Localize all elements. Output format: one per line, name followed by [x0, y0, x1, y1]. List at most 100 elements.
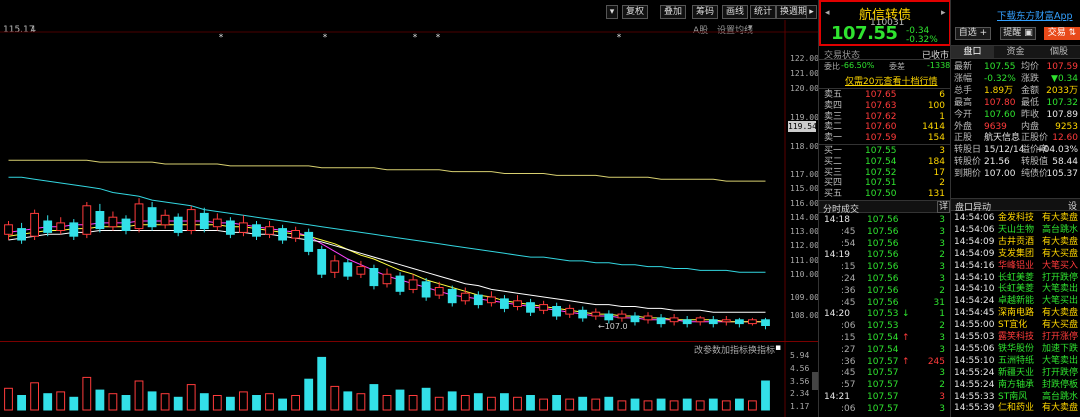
event-marker-icon: * — [323, 33, 328, 43]
move-row[interactable]: 14:54:06 天山生物 高台跳水 — [951, 225, 1080, 236]
add-indicator-button[interactable]: 加指标 — [721, 346, 749, 356]
status-label: 交易状态 — [824, 51, 861, 61]
bid-volume: 184 — [927, 156, 945, 167]
trade-price: 107.56 — [867, 226, 899, 237]
trade-volume: 3 — [939, 333, 945, 343]
move-event: 打开跌停 — [1041, 367, 1078, 378]
volume-axis-label: 2.34 — [790, 389, 810, 398]
candle-body — [199, 212, 209, 230]
trade-row: :36 107.57 ↑ 245 — [819, 357, 951, 368]
candle-body — [69, 222, 79, 237]
move-row[interactable]: 14:54:10 长虹美菱 大笔卖出 — [951, 284, 1080, 295]
fuquan-button[interactable]: 复权 — [622, 5, 649, 19]
volume-bar — [591, 398, 601, 411]
move-row[interactable]: 14:54:16 华峰铝业 大笔买入 — [951, 261, 1080, 272]
trades-title: 分时成交 — [823, 205, 860, 215]
move-row[interactable]: 14:55:39 仁和药业 有大卖盘 — [951, 403, 1080, 414]
ask-volume: 6 — [939, 90, 945, 100]
candle-body — [669, 317, 679, 323]
candle-body — [565, 307, 575, 315]
trade-row: :06 107.53 2 — [819, 321, 951, 332]
chips-button[interactable]: 筹码 — [692, 5, 719, 19]
move-row[interactable]: 14:55:10 五洲特纸 大笔卖出 — [951, 356, 1080, 367]
move-row[interactable]: 14:54:45 深南电路 有大卖盘 — [951, 308, 1080, 319]
price-change-pct: -0.32% — [906, 35, 938, 45]
stat-label: 最高 — [954, 97, 973, 108]
kline-chart-area[interactable]: 115.17 ↓ A股 设置均线 ▾ ▾ 复权 叠加 筹码 画线 统计 换週期 … — [0, 0, 819, 417]
stat-label: 均价 — [1021, 62, 1040, 72]
volume-bar — [278, 398, 288, 411]
stat-value: 21.56 — [984, 157, 1010, 168]
trade-time: 14:21 — [824, 392, 850, 402]
move-row[interactable]: 14:54:06 金发科技 有大卖盘 — [951, 213, 1080, 224]
volume-bar — [291, 395, 301, 411]
bid-row: 买三 107.52 17 — [819, 168, 951, 179]
overlay-button[interactable]: 叠加 — [660, 5, 687, 19]
stat-label: 涨幅 — [954, 73, 973, 84]
trade-price: 107.57 — [867, 403, 899, 414]
alert-button[interactable]: 提醒 ▣ — [1000, 27, 1036, 40]
trade-button[interactable]: 交易 ⇅ — [1044, 27, 1080, 40]
move-row[interactable]: 14:54:24 卓越新能 大笔买出 — [951, 296, 1080, 307]
stat-value: 15/12/14 — [984, 145, 1025, 156]
move-row[interactable]: 14:55:00 ST宜化 有大买盘 — [951, 320, 1080, 331]
candle-body — [421, 281, 431, 298]
prev-stock-icon[interactable]: ◂ — [825, 8, 830, 18]
move-row[interactable]: 14:55:33 ST南风 高台跳水 — [951, 392, 1080, 403]
volume-bar — [95, 389, 105, 411]
bond-code: 110031 — [870, 18, 905, 28]
wecha-value: -1338 — [927, 61, 951, 70]
move-row[interactable]: 14:55:06 铁华股份 加速下跌 — [951, 344, 1080, 355]
candle-body — [487, 296, 496, 304]
axis-tick-label: 117.00 — [790, 170, 819, 179]
candle-body — [473, 294, 483, 306]
download-app-link[interactable]: 下载东方财富App — [997, 11, 1073, 22]
last-price: 107.55 — [831, 23, 898, 44]
ask-price: 107.65 — [865, 90, 897, 100]
move-row[interactable]: 14:54:10 长虹美菱 打开跌停 — [951, 273, 1080, 284]
move-row[interactable]: 14:55:03 露笑科技 打开涨停 — [951, 332, 1080, 343]
chevron-right-icon[interactable]: ▸ — [806, 5, 817, 19]
trade-row: :45 107.57 3 — [819, 368, 951, 379]
close-icon[interactable]: ▪ — [775, 343, 782, 353]
change-indicator-button[interactable]: 换指标 — [748, 346, 776, 356]
trade-volume: 3 — [939, 262, 945, 273]
period-button[interactable]: 换週期 — [776, 5, 812, 19]
candle-body — [591, 311, 601, 317]
collapse-handle[interactable] — [812, 372, 818, 390]
volume-bar — [447, 391, 457, 411]
status-value: 已收市 — [922, 51, 950, 61]
change-params-button[interactable]: 改参数 — [694, 346, 722, 356]
stat-label: 今开 — [954, 109, 973, 120]
move-row[interactable]: 14:55:24 南方轴承 封跌停板 — [951, 380, 1080, 391]
move-row[interactable]: 14:55:24 新疆天业 打开跌停 — [951, 368, 1080, 379]
trades-detail-button[interactable]: 详 — [937, 201, 951, 213]
volume-bar — [226, 396, 235, 411]
volume-bar — [395, 389, 405, 411]
ask-price: 107.59 — [865, 133, 897, 144]
next-stock-icon[interactable]: ▸ — [941, 8, 946, 18]
candle-body — [82, 205, 92, 235]
move-row[interactable]: 14:54:09 古井贡酒 有大卖盘 — [951, 237, 1080, 248]
volume-bar — [630, 398, 640, 411]
move-row[interactable]: 14:54:09 支发集团 有大买盘 — [951, 249, 1080, 260]
tab-gegu[interactable]: 個股 — [1049, 47, 1068, 57]
chevron-down-icon[interactable]: ▾ — [748, 23, 753, 33]
volume-bar — [30, 382, 40, 411]
level10-ad-link[interactable]: 仅需20元查看十档行情 — [845, 77, 938, 87]
ma-line-ma60 — [8, 176, 766, 273]
chevron-down-icon[interactable]: ▾ — [606, 5, 618, 19]
tab-zijin[interactable]: 资金 — [1006, 47, 1025, 57]
volume-bar — [356, 393, 366, 411]
add-watchlist-button[interactable]: 自选 + — [955, 27, 991, 40]
ma-settings-link[interactable]: 设置均线 — [717, 26, 754, 36]
current-price-tag: 119.54 — [788, 121, 817, 132]
volume-axis-label: 4.56 — [790, 364, 810, 373]
bid-price: 107.51 — [865, 178, 897, 189]
trade-row: :24 107.56 3 — [819, 274, 951, 285]
draw-line-button[interactable]: 画线 — [722, 5, 749, 19]
moves-settings-button[interactable]: 设 — [1068, 202, 1078, 212]
tab-pankou[interactable]: 盘口 — [951, 46, 994, 58]
candle-body — [173, 216, 183, 233]
stats-button[interactable]: 统计 — [750, 5, 777, 19]
